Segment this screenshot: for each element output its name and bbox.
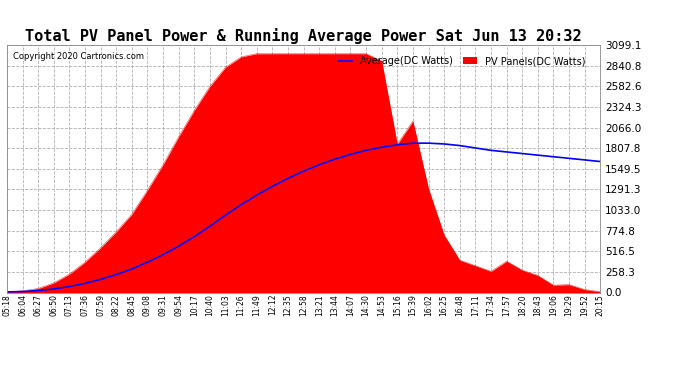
Title: Total PV Panel Power & Running Average Power Sat Jun 13 20:32: Total PV Panel Power & Running Average P… <box>26 28 582 44</box>
Legend: Average(DC Watts), PV Panels(DC Watts): Average(DC Watts), PV Panels(DC Watts) <box>334 53 589 70</box>
Text: Copyright 2020 Cartronics.com: Copyright 2020 Cartronics.com <box>13 53 144 62</box>
